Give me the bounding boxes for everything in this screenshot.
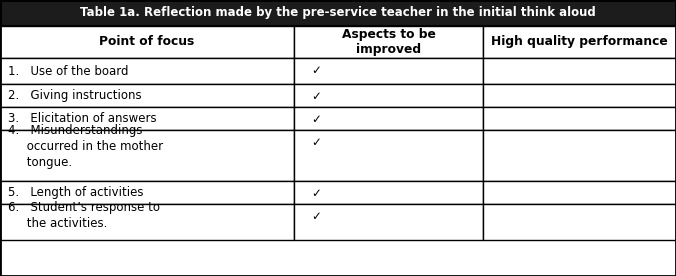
Text: ✓: ✓ <box>311 187 321 200</box>
Text: ✓: ✓ <box>311 64 321 77</box>
Bar <box>483 181 676 204</box>
Bar <box>294 26 483 58</box>
Text: 5.   Length of activities: 5. Length of activities <box>8 185 143 199</box>
Bar <box>483 84 676 107</box>
Bar <box>483 58 676 84</box>
Bar <box>294 107 483 130</box>
Text: 2.   Giving instructions: 2. Giving instructions <box>8 89 142 102</box>
Bar <box>294 130 483 181</box>
Bar <box>0 107 294 130</box>
Text: ✓: ✓ <box>311 210 321 223</box>
Text: Aspects to be
improved: Aspects to be improved <box>342 28 435 56</box>
Bar <box>294 204 483 240</box>
Bar <box>0 0 676 26</box>
Bar <box>294 84 483 107</box>
Text: ✓: ✓ <box>311 136 321 149</box>
Bar <box>0 58 294 84</box>
Bar <box>294 181 483 204</box>
Bar <box>483 130 676 181</box>
Text: ✓: ✓ <box>311 113 321 126</box>
Bar <box>483 26 676 58</box>
Bar <box>0 204 294 240</box>
Bar <box>0 26 294 58</box>
Text: 3.   Elicitation of answers: 3. Elicitation of answers <box>8 112 157 125</box>
Bar <box>483 107 676 130</box>
Text: 4.   Misunderstandings
     occurred in the mother
     tongue.: 4. Misunderstandings occurred in the mot… <box>8 124 163 169</box>
Text: Table 1a. Reflection made by the pre-service teacher in the initial think aloud: Table 1a. Reflection made by the pre-ser… <box>80 6 596 19</box>
Text: High quality performance: High quality performance <box>491 35 668 49</box>
Text: 6.   Student’s response to
     the activities.: 6. Student’s response to the activities. <box>8 201 160 230</box>
Bar <box>0 130 294 181</box>
Text: Point of focus: Point of focus <box>99 35 195 49</box>
Bar <box>483 204 676 240</box>
Bar <box>0 84 294 107</box>
Text: ✓: ✓ <box>311 90 321 103</box>
Text: 1.   Use of the board: 1. Use of the board <box>8 65 128 78</box>
Bar <box>0 181 294 204</box>
Bar <box>294 58 483 84</box>
